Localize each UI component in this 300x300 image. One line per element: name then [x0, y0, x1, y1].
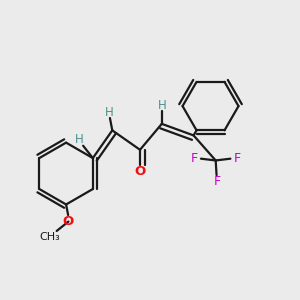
Text: F: F [213, 175, 220, 188]
Text: H: H [158, 99, 166, 112]
Text: CH₃: CH₃ [39, 232, 60, 242]
Text: F: F [191, 152, 198, 165]
Text: H: H [105, 106, 114, 118]
Text: F: F [233, 152, 240, 165]
Text: O: O [134, 165, 146, 178]
Text: O: O [63, 215, 74, 228]
Text: H: H [75, 133, 84, 146]
